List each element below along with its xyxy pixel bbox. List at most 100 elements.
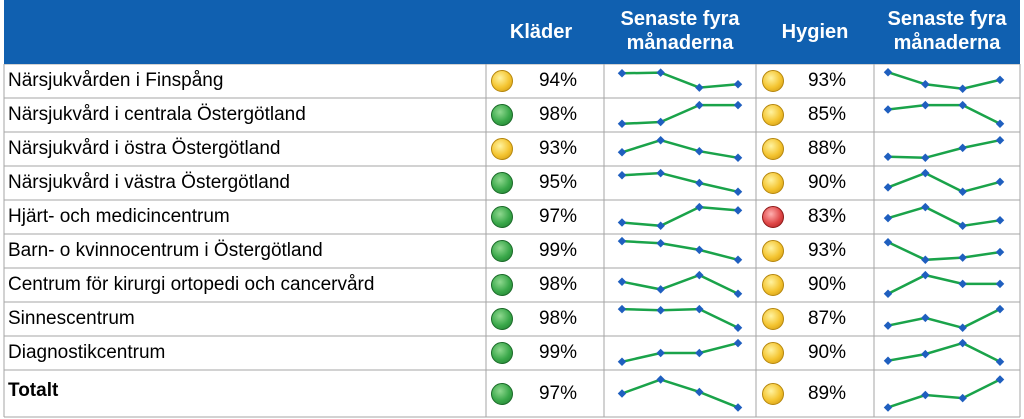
hygien-trend-line (887, 71, 1001, 90)
hygien-status-dot (762, 274, 784, 296)
hygien-trend (883, 338, 1005, 367)
hygien-trend-line (887, 378, 1001, 409)
klader-status-dot (491, 382, 513, 405)
hygien-value: 83% (807, 206, 846, 227)
row-label: Närsjukvård i västra Östergötland (8, 172, 290, 193)
klader-value: 95% (538, 172, 577, 193)
klader-status-dot (491, 104, 513, 126)
hygien-trend-line (887, 273, 1000, 295)
klader-status-dot (491, 274, 513, 296)
hygien-trend-point-1 (921, 202, 930, 212)
hygien-trend-line (887, 103, 1001, 125)
row-label: Totalt (8, 380, 59, 401)
row-label: Närsjukvård i östra Östergötland (8, 138, 281, 159)
hygien-trend-point-2 (958, 279, 967, 289)
hygien-status-dot (762, 138, 784, 160)
header-klader: Kläder (509, 21, 573, 43)
row-label: Diagnostikcentrum (8, 342, 166, 363)
hygien-trend-point-2 (958, 221, 967, 231)
klader-status-dot (491, 172, 513, 194)
hygien-trend-line (887, 205, 1001, 228)
hygien-status-dot (762, 308, 784, 330)
hygien-trend-point-2 (958, 393, 967, 403)
hygien-trend-point-1 (921, 349, 930, 359)
row-label: Barn- o kvinnocentrum i Östergötland (8, 240, 323, 261)
header-trend1-line2: månaderna (626, 32, 734, 54)
hygien-value: 85% (807, 104, 846, 125)
hygien-status-dot (762, 342, 784, 364)
hygien-trend (883, 237, 1005, 265)
klader-trend-point-1 (656, 305, 665, 315)
hygien-status-dot (762, 70, 784, 92)
hygien-trend-point-1 (921, 390, 930, 400)
hygien-trend-point-1 (921, 80, 930, 89)
klader-trend-line (621, 239, 739, 262)
klader-value: 98% (538, 308, 577, 329)
hygien-trend-point-1 (921, 313, 930, 323)
klader-trend-line (621, 103, 738, 126)
hygien-value: 90% (807, 342, 846, 363)
klader-value: 93% (538, 138, 577, 159)
hygien-status-dot (762, 240, 784, 262)
klader-trend-point-1 (656, 117, 665, 127)
hygien-trend-point-2 (958, 253, 967, 262)
hygien-trend-line (887, 341, 1001, 363)
klader-trend-point-1 (656, 68, 665, 77)
klader-trend (617, 68, 743, 92)
klader-trend-line (621, 205, 739, 228)
klader-trend-point-1 (656, 348, 665, 358)
row-label: Hjärt- och medicincentrum (8, 206, 230, 227)
klader-status-dot (491, 206, 513, 228)
hygien-trend (883, 168, 1005, 197)
row-label: Centrum för kirurgi ortopedi och cancerv… (8, 274, 375, 295)
hygien-status-dot (762, 206, 784, 228)
klader-value: 98% (538, 104, 577, 125)
klader-value: 97% (538, 206, 577, 227)
hygien-value: 88% (807, 138, 846, 159)
klader-trend-point-2 (695, 348, 704, 358)
hygien-value: 93% (807, 240, 846, 261)
hygien-trend (883, 270, 1005, 299)
hygien-value: 93% (807, 70, 846, 91)
klader-trend-point-2 (695, 178, 704, 188)
row-label: Sinnescentrum (8, 308, 135, 329)
klader-trend-point-1 (656, 135, 665, 145)
klader-value: 98% (538, 274, 577, 295)
klader-trend-line (621, 138, 739, 160)
klader-trend-point-2 (695, 83, 704, 92)
klader-trend-point-2 (695, 146, 704, 156)
hygien-status-dot (762, 104, 784, 126)
header-trend2-line1: Senaste fyra (887, 8, 1007, 30)
hygien-trend-line (887, 307, 1001, 330)
klader-trend (617, 100, 743, 129)
hygien-trend-point-2 (958, 143, 967, 153)
klader-trend (617, 168, 743, 197)
klader-trend (617, 270, 743, 299)
hygien-status-dot (762, 172, 784, 194)
klader-value: 99% (538, 240, 577, 261)
klader-trend-line (621, 273, 739, 295)
klader-trend-point-2 (695, 100, 704, 110)
hygien-value: 89% (807, 382, 846, 404)
klader-status-dot (491, 308, 513, 330)
klader-trend-line (621, 71, 739, 89)
hygien-trend-point-1 (921, 168, 930, 178)
header-trend2-line2: månaderna (893, 32, 1001, 54)
klader-trend (617, 135, 743, 163)
klader-trend (617, 236, 743, 265)
row-label: Närsjukvård i centrala Östergötland (8, 104, 306, 125)
klader-status-dot (491, 342, 513, 364)
hygien-value: 87% (807, 308, 846, 329)
klader-status-dot (491, 240, 513, 262)
klader-trend-point-2 (695, 245, 704, 255)
klader-status-dot (491, 70, 513, 92)
header-trend1-line1: Senaste fyra (620, 8, 740, 30)
hygien-trend-point-2 (958, 100, 967, 110)
klader-trend-point-1 (656, 168, 665, 178)
header-hygien: Hygien (781, 21, 849, 43)
hygien-trend-line (887, 138, 1001, 160)
klader-trend (617, 338, 743, 367)
klader-trend-point-2 (695, 387, 704, 397)
klader-trend-point-2 (695, 202, 704, 212)
header-bar (4, 0, 1020, 64)
